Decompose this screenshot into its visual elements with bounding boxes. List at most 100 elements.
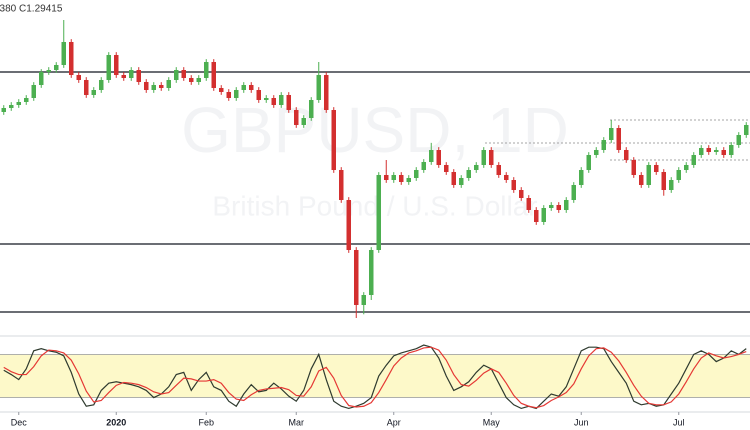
candle-body — [369, 250, 374, 295]
candle-body — [691, 155, 696, 165]
candle-body — [639, 175, 644, 185]
candle-body — [301, 118, 306, 125]
candle-body — [616, 128, 621, 150]
ohlc-header: 8380 C1.29415 — [0, 4, 63, 15]
candle-body — [151, 85, 156, 90]
candle-body — [684, 165, 689, 170]
candle-body — [399, 175, 404, 182]
candle-body — [421, 162, 426, 170]
candle-body — [646, 165, 651, 185]
candle-body — [414, 170, 419, 178]
watermark-subtitle: British Pound / U.S. Dollar — [212, 190, 537, 221]
candle-body — [661, 172, 666, 190]
candle-body — [61, 42, 66, 65]
x-tick-label: May — [483, 417, 501, 427]
candle-body — [226, 92, 231, 98]
candle-body — [714, 150, 719, 152]
candle-body — [331, 110, 336, 170]
stoch-band — [0, 354, 750, 398]
candle-body — [429, 150, 434, 162]
x-tick-label: Apr — [387, 417, 401, 427]
candle-body — [451, 172, 456, 185]
candle-body — [91, 90, 96, 95]
x-tick-label: Jun — [574, 417, 589, 427]
candle-body — [669, 180, 674, 190]
candle-body — [256, 90, 261, 100]
candle-body — [601, 140, 606, 150]
candle-body — [9, 105, 14, 108]
candle-body — [181, 70, 186, 78]
candle-body — [31, 85, 36, 98]
candle-body — [106, 55, 111, 80]
candle-body — [294, 110, 299, 125]
candle-body — [234, 90, 239, 98]
candle-body — [729, 145, 734, 155]
candle-body — [159, 85, 164, 88]
candle-body — [556, 205, 561, 210]
candle-body — [676, 170, 681, 180]
candle-body — [624, 150, 629, 160]
candle-body — [99, 80, 104, 90]
candle-body — [211, 62, 216, 88]
candle-body — [354, 250, 359, 305]
candle-body — [519, 190, 524, 198]
candle-body — [444, 165, 449, 172]
candle-body — [594, 150, 599, 155]
candle-body — [534, 210, 539, 222]
candle-body — [166, 80, 171, 88]
candle-body — [504, 175, 509, 180]
x-tick-label: Feb — [198, 417, 214, 427]
candle-body — [496, 165, 501, 175]
candle-body — [744, 125, 749, 135]
x-tick-label: 2020 — [106, 417, 126, 427]
candle-body — [699, 148, 704, 155]
candle-body — [526, 198, 531, 210]
candle-body — [384, 175, 389, 180]
candle-body — [121, 75, 126, 78]
candle-body — [271, 98, 276, 105]
candle-body — [346, 200, 351, 250]
x-tick-label: Mar — [289, 417, 305, 427]
candle-body — [406, 178, 411, 182]
candle-body — [84, 80, 89, 95]
candle-body — [339, 170, 344, 200]
candle-body — [631, 160, 636, 175]
x-tick-label: Dec — [11, 417, 28, 427]
candle-body — [436, 150, 441, 165]
candle-body — [1, 108, 6, 112]
candle-body — [196, 78, 201, 82]
candle-body — [579, 170, 584, 185]
candle-body — [474, 165, 479, 170]
x-tick-label: Jul — [673, 417, 685, 427]
candle-body — [24, 98, 29, 102]
candle-body — [16, 102, 21, 105]
candle-body — [361, 295, 366, 305]
candle-body — [279, 95, 284, 105]
stoch-d-line — [3, 346, 747, 409]
candle-body — [189, 78, 194, 82]
candle-body — [736, 135, 741, 145]
candle-body — [46, 70, 51, 72]
candle-body — [54, 65, 59, 70]
candle-body — [144, 82, 149, 90]
candle-body — [204, 62, 209, 78]
candle-body — [586, 155, 591, 170]
candle-body — [316, 75, 321, 100]
candle-body — [241, 85, 246, 90]
candle-body — [76, 75, 81, 80]
candle-body — [549, 205, 554, 208]
candle-body — [39, 72, 44, 85]
candle-body — [654, 165, 659, 172]
candle-body — [264, 98, 269, 100]
candle-body — [174, 70, 179, 80]
candle-body — [69, 42, 74, 75]
candle-body — [481, 150, 486, 165]
candle-body — [541, 208, 546, 222]
candle-body — [564, 200, 569, 210]
candle-body — [376, 175, 381, 250]
candle-body — [286, 95, 291, 110]
candle-body — [489, 150, 494, 165]
candle-body — [324, 75, 329, 110]
